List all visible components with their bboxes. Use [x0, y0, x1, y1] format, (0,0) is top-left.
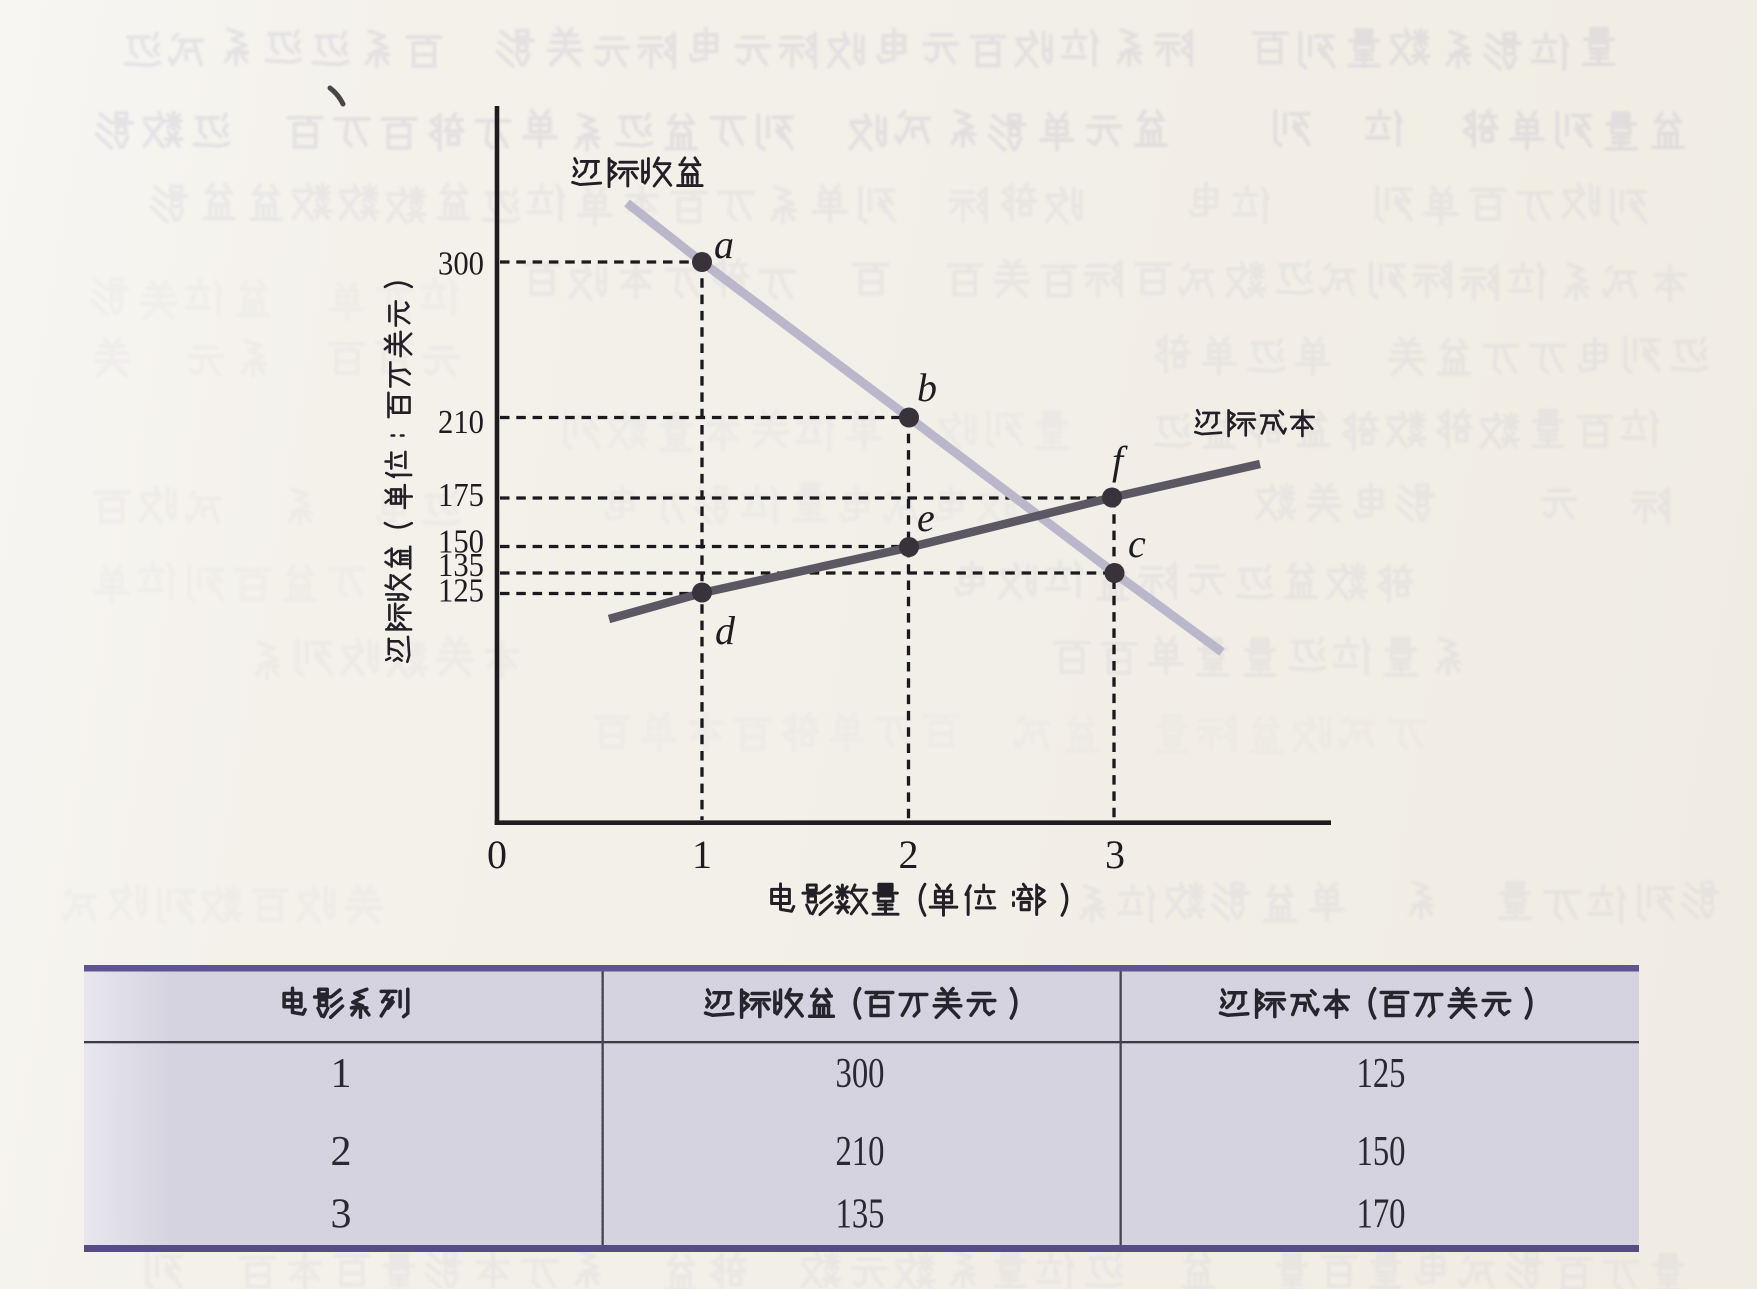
svg-text:a: a — [714, 222, 734, 267]
svg-text:210: 210 — [836, 1129, 885, 1175]
svg-text:d: d — [715, 608, 736, 653]
svg-text:3: 3 — [1105, 832, 1125, 877]
svg-text:135: 135 — [836, 1192, 885, 1238]
svg-text:300: 300 — [836, 1051, 885, 1097]
svg-text:1: 1 — [331, 1051, 352, 1097]
svg-text:e: e — [917, 495, 935, 540]
svg-text:f: f — [1112, 438, 1128, 483]
svg-text:c: c — [1128, 521, 1146, 566]
svg-text:125: 125 — [438, 573, 484, 610]
svg-text:2: 2 — [899, 832, 919, 877]
svg-text:170: 170 — [1357, 1192, 1406, 1238]
svg-text:b: b — [917, 365, 937, 410]
svg-text:1: 1 — [692, 832, 712, 877]
svg-text:150: 150 — [438, 524, 484, 561]
svg-text:125: 125 — [1357, 1051, 1406, 1097]
svg-text:3: 3 — [331, 1192, 352, 1238]
svg-text:175: 175 — [438, 477, 484, 514]
svg-text:0: 0 — [487, 832, 507, 877]
svg-text:210: 210 — [438, 404, 484, 441]
svg-text:150: 150 — [1357, 1129, 1406, 1175]
svg-text:135: 135 — [438, 547, 484, 584]
svg-text:2: 2 — [331, 1129, 352, 1175]
svg-text:300: 300 — [438, 246, 484, 283]
